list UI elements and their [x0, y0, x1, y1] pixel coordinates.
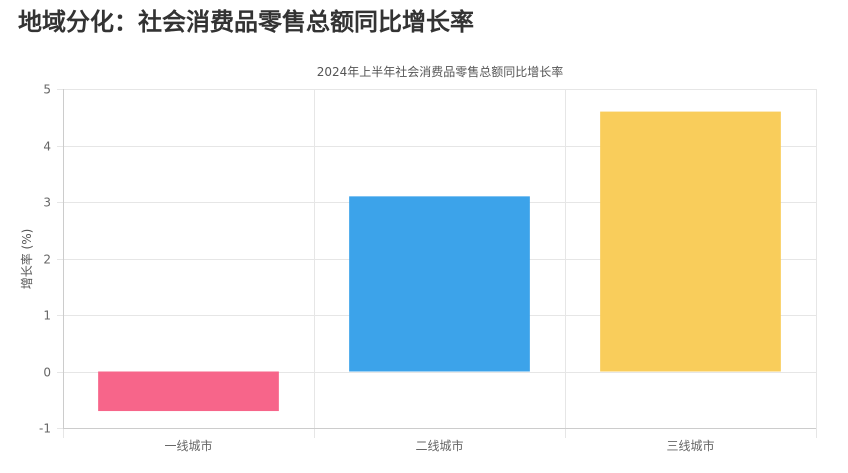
- y-tick-label: -1: [39, 422, 51, 436]
- bar-1[interactable]: [98, 371, 279, 412]
- x-tick-label: 二线城市: [415, 438, 463, 453]
- y-tick-label: 5: [43, 83, 51, 97]
- chart-title: 2024年上半年社会消费品零售总额同比增长率: [317, 64, 564, 79]
- y-tick-label: 4: [43, 140, 51, 154]
- y-axis-label: 增长率 (%): [19, 229, 34, 290]
- y-tick-label: 2: [43, 253, 51, 267]
- bars: [98, 111, 781, 412]
- axes: [63, 89, 816, 429]
- x-tick-label: 三线城市: [666, 438, 714, 453]
- page-title: 地域分化：社会消费品零售总额同比增长率: [18, 8, 474, 36]
- y-tick-label: 0: [43, 366, 51, 380]
- y-tick-label: 1: [43, 309, 51, 323]
- y-tick-label: 3: [43, 196, 51, 210]
- bar-2[interactable]: [349, 196, 530, 372]
- x-tick-label: 一线城市: [164, 438, 212, 453]
- tick-labels: -1 0 1 2 3 4 5 一线城市 二线城市 三线城市: [39, 83, 714, 454]
- bar-3[interactable]: [600, 111, 781, 372]
